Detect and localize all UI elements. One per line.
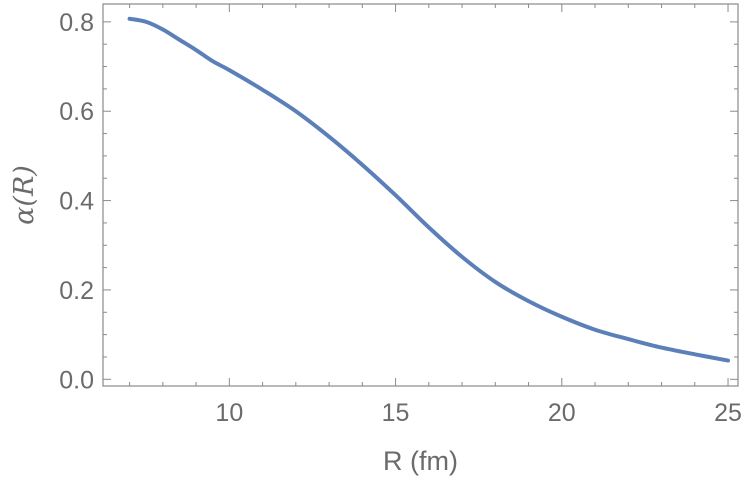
- x-tick-label: 25: [714, 399, 742, 427]
- x-tick-label: 20: [548, 399, 576, 427]
- series-line: [127, 16, 731, 363]
- y-tick-label: 0.0: [59, 366, 94, 394]
- y-tick-label: 0.8: [59, 9, 94, 37]
- ticks-layer: [103, 4, 738, 386]
- y-tick-label: 0.4: [59, 188, 94, 216]
- y-tick-label: 0.2: [59, 277, 94, 305]
- x-tick-label: 10: [215, 399, 243, 427]
- x-tick-label: 15: [382, 399, 410, 427]
- y-axis-label: α(R): [9, 165, 40, 225]
- plot-frame: [102, 3, 739, 387]
- series-layer: [127, 16, 731, 363]
- y-tick-label: 0.6: [59, 98, 94, 126]
- x-axis-label: R (fm): [383, 446, 458, 476]
- tick-labels-layer: 10 15 20 25 0.0 0.2 0.4 0.6 0.8: [59, 9, 742, 427]
